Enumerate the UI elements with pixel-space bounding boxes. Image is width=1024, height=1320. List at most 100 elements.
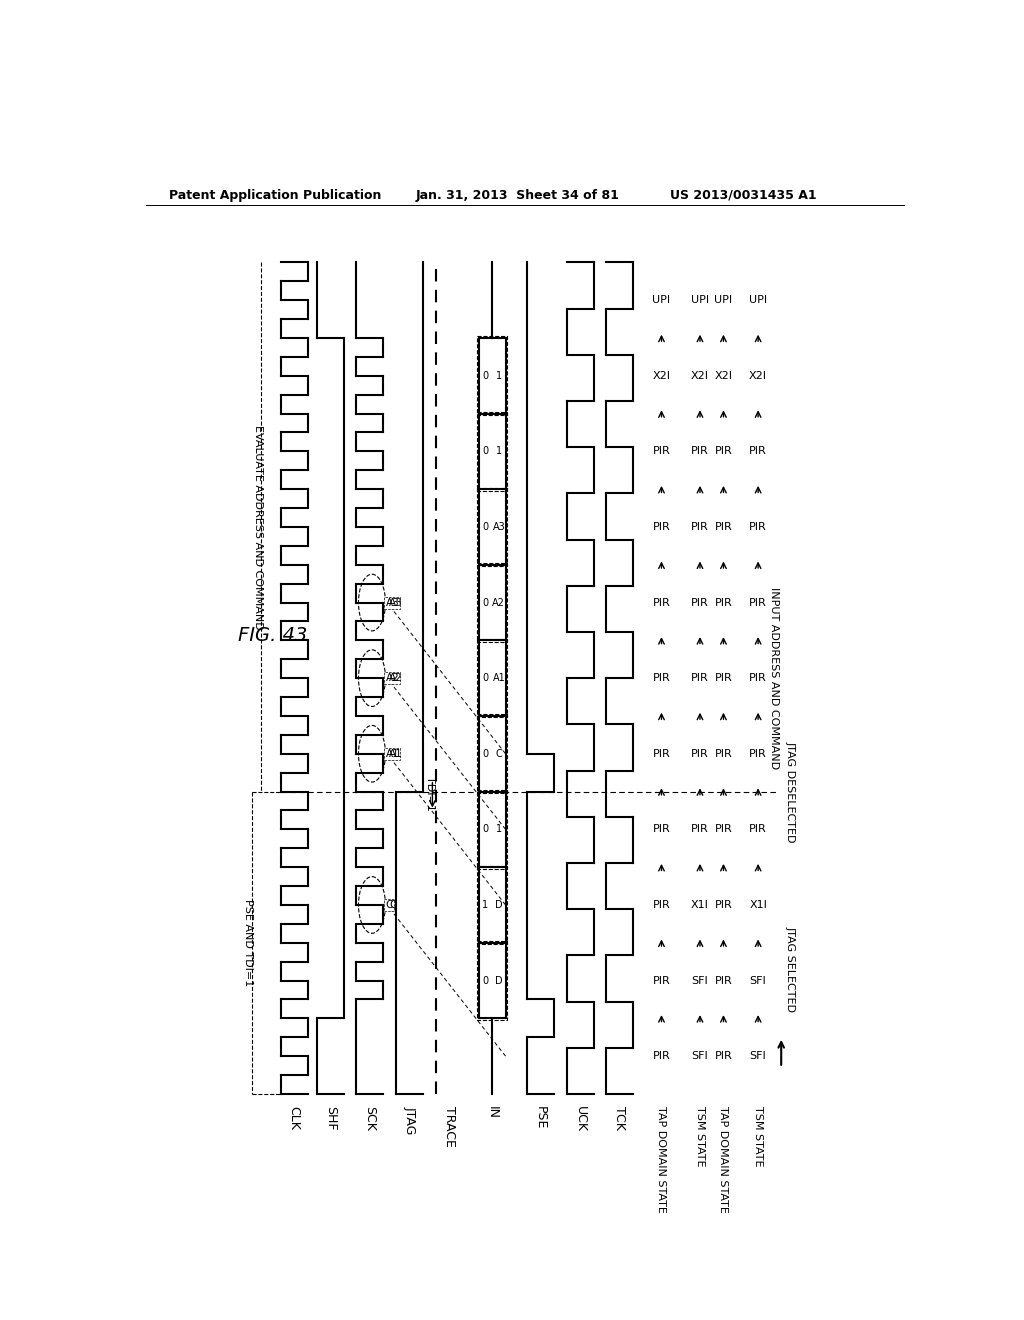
- Text: PIR: PIR: [715, 1051, 732, 1061]
- Text: 1: 1: [496, 825, 502, 834]
- Text: SCK: SCK: [364, 1106, 376, 1130]
- Text: TRACE: TRACE: [443, 1106, 457, 1146]
- Text: PIR: PIR: [652, 598, 671, 607]
- Text: 0: 0: [482, 446, 488, 457]
- Text: A3: A3: [389, 598, 403, 607]
- Text: SFI: SFI: [750, 1051, 767, 1061]
- Text: A2: A2: [493, 598, 505, 607]
- Text: PIR: PIR: [715, 900, 732, 909]
- Bar: [477, 564, 507, 642]
- Text: PIR: PIR: [652, 1051, 671, 1061]
- Text: PIR: PIR: [691, 825, 709, 834]
- Text: US 2013/0031435 A1: US 2013/0031435 A1: [670, 189, 816, 202]
- Text: PIR: PIR: [750, 748, 767, 759]
- Text: A1: A1: [493, 673, 505, 684]
- Text: PIR: PIR: [750, 598, 767, 607]
- Text: 0: 0: [482, 748, 488, 759]
- Bar: [477, 714, 507, 793]
- Text: A1: A1: [385, 748, 399, 759]
- Bar: [477, 789, 507, 869]
- Text: TCK: TCK: [612, 1106, 626, 1130]
- Text: A2: A2: [385, 673, 399, 684]
- Text: EVALUATE ADDRESS AND COMMAND: EVALUATE ADDRESS AND COMMAND: [253, 425, 262, 630]
- Text: SHF: SHF: [324, 1106, 337, 1130]
- Text: JTAG DESELECTED: JTAG DESELECTED: [785, 741, 795, 842]
- Text: PIR: PIR: [715, 521, 732, 532]
- Text: TSM STATE: TSM STATE: [695, 1106, 705, 1166]
- Text: X2I: X2I: [715, 371, 732, 380]
- Text: PIR: PIR: [691, 446, 709, 457]
- Text: INPUT ADDRESS AND COMMAND: INPUT ADDRESS AND COMMAND: [768, 587, 778, 770]
- Text: A1: A1: [389, 748, 403, 759]
- Text: C: C: [385, 900, 393, 909]
- Text: PIR: PIR: [750, 446, 767, 457]
- Text: UPI: UPI: [715, 296, 732, 305]
- Bar: [477, 639, 507, 718]
- Text: PSE: PSE: [535, 1106, 547, 1129]
- Text: D: D: [495, 900, 503, 909]
- Text: IN: IN: [485, 1106, 499, 1118]
- Text: A3: A3: [385, 598, 399, 607]
- Text: JTAG: JTAG: [403, 1106, 416, 1134]
- Text: X2I: X2I: [691, 371, 709, 380]
- Text: TAP DOMAIN STATE: TAP DOMAIN STATE: [656, 1106, 667, 1212]
- Text: PIR: PIR: [691, 521, 709, 532]
- Text: SFI: SFI: [750, 975, 767, 986]
- Text: TAP DOMAIN STATE: TAP DOMAIN STATE: [719, 1106, 728, 1212]
- Bar: [477, 866, 507, 944]
- Text: PIR: PIR: [652, 900, 671, 909]
- Bar: [477, 337, 507, 414]
- Text: SFI: SFI: [691, 1051, 709, 1061]
- Text: PIR: PIR: [652, 825, 671, 834]
- Text: CLK: CLK: [288, 1106, 301, 1130]
- Bar: [477, 412, 507, 491]
- Text: PIR: PIR: [691, 748, 709, 759]
- Text: PIR: PIR: [652, 748, 671, 759]
- Text: X2I: X2I: [652, 371, 671, 380]
- Text: PIR: PIR: [652, 673, 671, 684]
- Text: PIR: PIR: [652, 446, 671, 457]
- Text: PIR: PIR: [715, 673, 732, 684]
- Text: Patent Application Publication: Patent Application Publication: [169, 189, 381, 202]
- Text: A2: A2: [389, 673, 403, 684]
- Text: C: C: [496, 748, 502, 759]
- Text: PIR: PIR: [652, 521, 671, 532]
- Text: UPI: UPI: [749, 296, 767, 305]
- Text: X1I: X1I: [691, 900, 709, 909]
- Text: PSE AND TDI=1: PSE AND TDI=1: [244, 899, 253, 986]
- Text: 1: 1: [482, 900, 488, 909]
- Text: PIR: PIR: [750, 673, 767, 684]
- Bar: [477, 487, 507, 566]
- Text: TSM STATE: TSM STATE: [753, 1106, 763, 1166]
- Text: PIR: PIR: [652, 975, 671, 986]
- Text: 0: 0: [482, 521, 488, 532]
- Text: PIR: PIR: [715, 825, 732, 834]
- Text: D: D: [495, 975, 503, 986]
- Text: PIR: PIR: [715, 748, 732, 759]
- Text: JTAG SELECTED: JTAG SELECTED: [785, 927, 795, 1012]
- Text: 0: 0: [482, 598, 488, 607]
- Text: PIR: PIR: [715, 598, 732, 607]
- Text: UPI: UPI: [652, 296, 671, 305]
- Text: PIR: PIR: [715, 446, 732, 457]
- Text: 1: 1: [496, 446, 502, 457]
- Text: SFI: SFI: [691, 975, 709, 986]
- Text: FIG. 43: FIG. 43: [239, 626, 308, 645]
- Text: UPI: UPI: [691, 296, 709, 305]
- Text: 1: 1: [496, 371, 502, 380]
- Text: 0: 0: [482, 825, 488, 834]
- Text: PIR: PIR: [691, 598, 709, 607]
- Text: 0: 0: [482, 673, 488, 684]
- Text: X2I: X2I: [750, 371, 767, 380]
- Text: UCK: UCK: [574, 1106, 587, 1131]
- Text: PIR: PIR: [715, 975, 732, 986]
- Text: C: C: [389, 900, 396, 909]
- Text: PIR: PIR: [750, 521, 767, 532]
- Text: PIR: PIR: [691, 673, 709, 684]
- Text: 0: 0: [482, 371, 488, 380]
- Text: X1I: X1I: [750, 900, 767, 909]
- Text: A3: A3: [493, 521, 505, 532]
- Text: TDI=1: TDI=1: [425, 776, 435, 810]
- Text: PIR: PIR: [750, 825, 767, 834]
- Text: Jan. 31, 2013  Sheet 34 of 81: Jan. 31, 2013 Sheet 34 of 81: [416, 189, 620, 202]
